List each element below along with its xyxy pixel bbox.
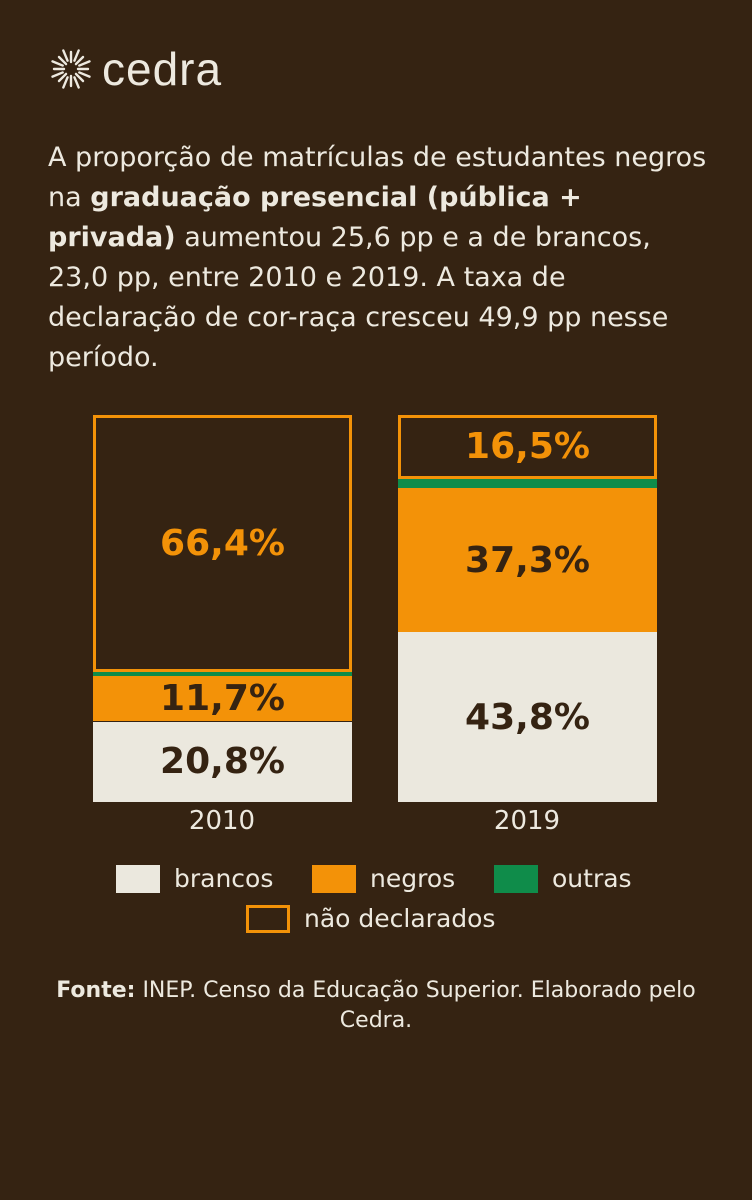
legend-item: outras xyxy=(494,864,632,893)
bar-2010-brancos: 20,8% xyxy=(93,721,352,802)
bar-2019-não-declarados: 16,5% xyxy=(398,415,657,479)
bar-2019-outras xyxy=(398,478,657,489)
legend-label: brancos xyxy=(174,864,274,893)
legend-swatch xyxy=(494,864,538,893)
legend-label: outras xyxy=(552,864,632,893)
data-label: 11,7% xyxy=(160,678,285,720)
legend-item: brancos xyxy=(116,864,273,893)
legend-swatch xyxy=(116,864,160,893)
source-text: INEP. Censo da Educação Superior. Elabor… xyxy=(135,978,696,1033)
headline-text-end: aumentou 25,6 pp e a de brancos, 23,0 pp… xyxy=(48,222,669,373)
cedra-logo: cedra xyxy=(48,44,222,94)
x-tick-label: 2010 xyxy=(188,806,256,836)
data-label: 37,3% xyxy=(465,539,590,581)
sun-icon xyxy=(51,49,91,89)
legend-swatch xyxy=(312,864,356,893)
legend-item: negros xyxy=(312,864,455,893)
bar-2010-não-declarados: 66,4% xyxy=(93,415,352,672)
legend-item: não declarados xyxy=(246,904,495,933)
brand-name: cedra xyxy=(102,43,223,95)
bar-2019-brancos: 43,8% xyxy=(398,632,657,802)
data-label: 43,8% xyxy=(465,696,590,738)
legend-swatch xyxy=(246,904,290,933)
data-label: 16,5% xyxy=(465,426,590,468)
x-tick-label: 2019 xyxy=(493,806,561,836)
legend-label: negros xyxy=(370,864,456,893)
headline: A proporção de matrículas de estudantes … xyxy=(48,138,718,378)
legend-label: não declarados xyxy=(304,904,496,933)
data-label: 66,4% xyxy=(160,522,285,564)
bar-2010-negros: 11,7% xyxy=(93,676,352,722)
headline-bold: graduação presencial (pública + privada) xyxy=(48,182,582,253)
source-label: Fonte: xyxy=(56,978,136,1003)
headline-text: A proporção de matrículas de estudantes … xyxy=(48,142,707,213)
bar-2010-outras xyxy=(93,671,352,677)
data-label: 20,8% xyxy=(160,741,285,783)
bar-2019-negros: 37,3% xyxy=(398,488,657,633)
stacked-bar-chart: 20,8% 11,7% 66,4% 2010 43,8% 37,3% 16,5% 2019 xyxy=(93,415,657,836)
source-note: Fonte: INEP. Censo da Educação Superior.… xyxy=(40,976,712,1036)
